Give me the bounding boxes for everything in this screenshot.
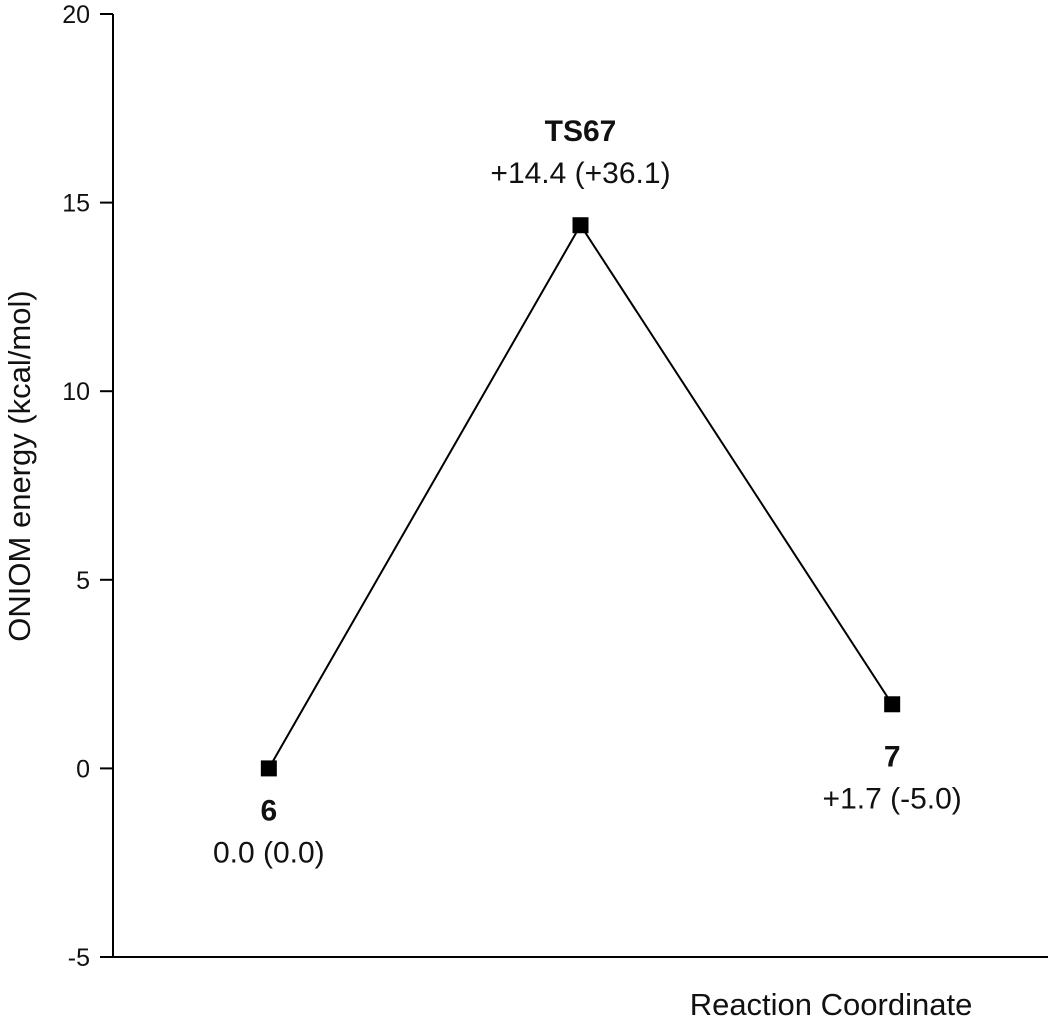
y-tick-label: 0 [76,755,90,783]
y-tick-label: 5 [76,567,90,595]
y-tick-label: 20 [62,1,90,29]
data-point-marker [884,696,901,713]
point-value-label: 0.0 (0.0) [213,836,325,869]
y-tick-label: 10 [62,378,90,406]
point-value-label: +14.4 (+36.1) [490,157,670,190]
y-tick-label: -5 [68,944,90,972]
point-labels: 6 0.0 (0.0) TS67 +14.4 (+36.1) 7 +1.7 (-5.0) [213,115,962,869]
point-name-label: 7 [884,740,901,773]
x-axis-label: Reaction Coordinate [690,987,973,1018]
data-point-marker [572,217,589,234]
series-line [267,223,894,769]
point-value-label: +1.7 (-5.0) [823,782,962,815]
data-point-marker [260,760,277,777]
point-name-label: 6 [260,794,277,827]
y-axis-label: ONIOM energy (kcal/mol) [2,290,37,641]
y-tick-label: 15 [62,190,90,218]
y-ticks: -5 0 5 10 15 20 [62,1,113,972]
point-name-label: TS67 [545,115,617,148]
axes [112,14,1048,958]
markers [260,217,901,777]
